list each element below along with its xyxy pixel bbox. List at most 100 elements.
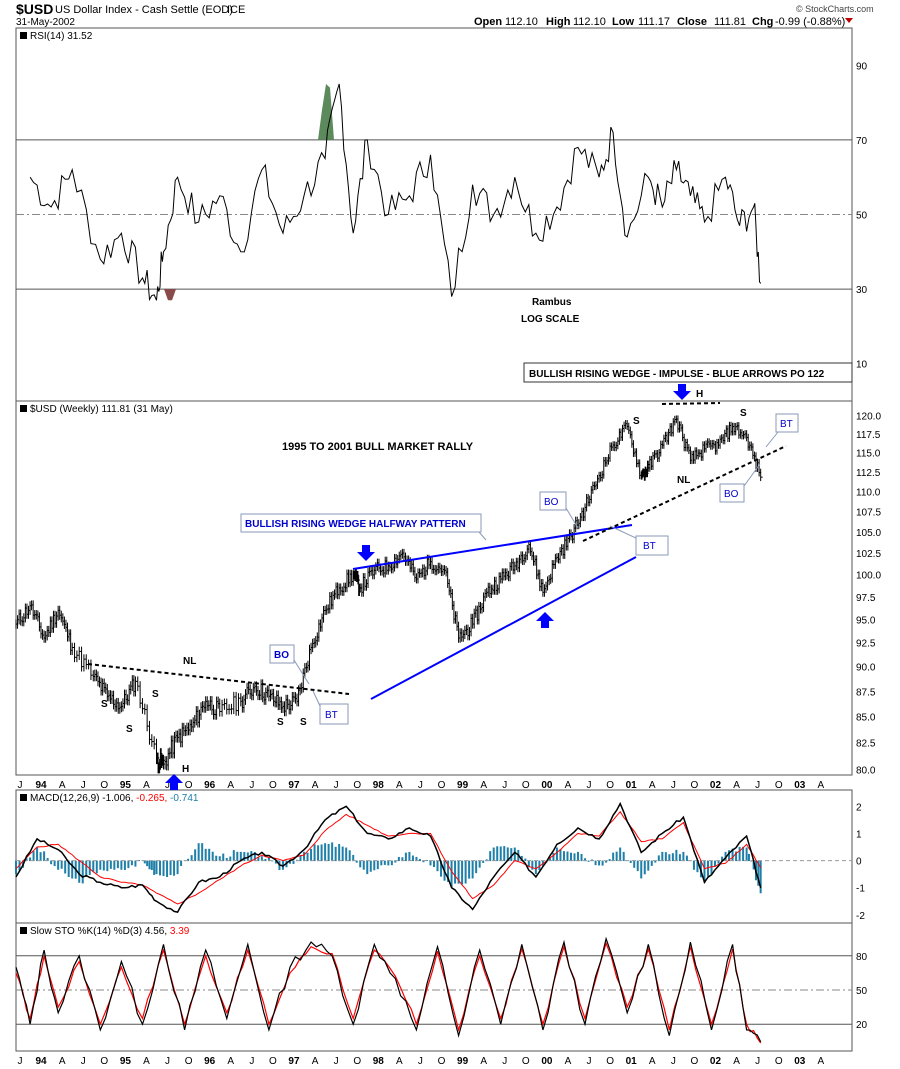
bt-callout-1997 bbox=[319, 703, 349, 725]
macd-hist-bar bbox=[422, 860, 425, 863]
macd-hist-bar bbox=[274, 860, 277, 864]
macd-hist-bar bbox=[43, 851, 46, 862]
macd-hist-bar bbox=[271, 860, 274, 862]
macd-hist-bar bbox=[573, 853, 576, 862]
price-y-tick-105: 105.0 bbox=[856, 528, 881, 539]
arrow-down-icon bbox=[357, 545, 375, 561]
macd-hist-bar bbox=[173, 860, 176, 876]
price-y-axis: 80.0 82.5 85.0 87.5 90.0 92.5 95.0 97.5 100.0 102… bbox=[856, 411, 881, 776]
low-label: Low bbox=[612, 16, 634, 28]
macd-hist-bar bbox=[731, 848, 734, 862]
macd-hist-bar bbox=[664, 852, 667, 862]
price-x-tick: A bbox=[565, 780, 572, 791]
macd-hist-bar bbox=[113, 860, 116, 870]
sto-legend-d: 3.39 bbox=[170, 926, 190, 937]
macd-hist-bar bbox=[394, 860, 397, 863]
price-x-tick: 99 bbox=[457, 780, 469, 791]
macd-hist-bar bbox=[548, 857, 551, 862]
bo-label-2000: BO bbox=[544, 497, 559, 508]
symbol-label: $USD bbox=[16, 1, 53, 17]
sto-y-axis: 80 50 20 bbox=[856, 952, 868, 1031]
price-panel: 80.0 82.5 85.0 87.5 90.0 92.5 95.0 97.5 100.0 102… bbox=[15, 362, 881, 791]
wedge-upper-trendline bbox=[352, 524, 633, 570]
macd-hist-bar bbox=[415, 856, 418, 862]
macd-hist-bar bbox=[50, 860, 53, 865]
macd-hist-bar bbox=[39, 852, 42, 862]
macd-hist-bar bbox=[366, 860, 369, 875]
sto-x-tick: 95 bbox=[120, 1056, 132, 1067]
sto-y-tick-80: 80 bbox=[856, 952, 868, 963]
macd-hist-bar bbox=[109, 860, 112, 869]
macd-hist-bar bbox=[376, 860, 379, 870]
change-label: Chg bbox=[752, 16, 773, 28]
macd-hist-bar bbox=[53, 860, 56, 867]
price-y-tick-85: 85.0 bbox=[856, 713, 876, 724]
macd-hist-bar bbox=[580, 853, 583, 862]
macd-hist-bar bbox=[450, 860, 453, 888]
macd-hist-bar bbox=[239, 851, 242, 862]
copyright-label: © StockCharts.com bbox=[796, 4, 874, 14]
bo-callout-2000-pointer bbox=[565, 507, 579, 529]
macd-y-tick-1: 1 bbox=[856, 829, 862, 840]
price-bars bbox=[15, 415, 763, 774]
macd-hist-bar bbox=[208, 848, 211, 862]
macd-hist-bar bbox=[534, 860, 537, 875]
sto-x-tick: J bbox=[587, 1056, 592, 1067]
macd-hist-bar bbox=[661, 851, 664, 862]
sto-x-tick: J bbox=[671, 1056, 676, 1067]
date-label: 31-May-2002 bbox=[16, 17, 75, 28]
macd-hist-bar bbox=[146, 860, 149, 867]
macd-hist-bar bbox=[747, 853, 750, 862]
rsi-y-tick-30: 30 bbox=[856, 285, 868, 296]
sto-d-line bbox=[15, 941, 762, 1044]
macd-hist-bar bbox=[728, 850, 731, 862]
price-x-tick: 03 bbox=[794, 780, 806, 791]
macd-hist-bar bbox=[102, 860, 105, 871]
price-y-tick-102.5: 102.5 bbox=[856, 549, 881, 560]
macd-hist-bar bbox=[162, 860, 165, 877]
macd-hist-bar bbox=[461, 860, 464, 885]
macd-hist-bar bbox=[692, 860, 695, 870]
macd-hist-bar bbox=[359, 860, 362, 868]
macd-hist-bar bbox=[229, 856, 232, 862]
macd-hist-bar bbox=[320, 844, 323, 862]
macd-hist-bar bbox=[706, 860, 709, 877]
sto-x-tick: 02 bbox=[710, 1056, 722, 1067]
macd-hist-bar bbox=[15, 860, 17, 875]
macd-hist-bar bbox=[380, 860, 383, 866]
macd-hist-bar bbox=[615, 851, 618, 862]
macd-hist-bar bbox=[425, 860, 428, 862]
sto-x-tick: J bbox=[334, 1056, 339, 1067]
wedge-impulse-label: BULLISH RISING WEDGE - IMPULSE - BLUE AR… bbox=[529, 369, 825, 380]
sto-x-tick: A bbox=[818, 1056, 825, 1067]
macd-hist-bar bbox=[324, 843, 327, 862]
macd-hist-bar bbox=[352, 854, 355, 862]
price-x-tick: J bbox=[755, 780, 760, 791]
rsi-oversold-fill bbox=[164, 289, 176, 301]
macd-hist-bar bbox=[478, 860, 481, 868]
rsi-panel: 90 70 50 30 10 RSI(14) 31.52 Rambus LOG SCAL… bbox=[16, 31, 868, 371]
macd-hist-bar bbox=[345, 847, 348, 862]
price-x-tick: J bbox=[334, 780, 339, 791]
sto-x-tick: A bbox=[396, 1056, 403, 1067]
sto-x-tick: O bbox=[691, 1056, 699, 1067]
bt-label-2002: BT bbox=[780, 419, 793, 430]
macd-hist-bar bbox=[46, 858, 49, 862]
sto-x-tick: 97 bbox=[288, 1056, 300, 1067]
macd-hist-bar bbox=[640, 860, 643, 879]
macd-hist-bar bbox=[401, 857, 404, 862]
macd-hist-bar bbox=[194, 849, 197, 862]
rsi-y-tick-50: 50 bbox=[856, 211, 868, 222]
macd-hist-bar bbox=[253, 852, 256, 862]
macd-hist-bar bbox=[696, 860, 699, 873]
wedge-impulse-box bbox=[523, 362, 853, 383]
macd-hist-bar bbox=[313, 844, 316, 862]
price-y-tick-95: 95.0 bbox=[856, 615, 876, 626]
macd-hist-bar bbox=[411, 855, 414, 862]
macd-hist-bar bbox=[714, 860, 717, 867]
price-y-tick-110: 110.0 bbox=[856, 487, 881, 498]
head-top-line bbox=[661, 402, 721, 405]
macd-hist-bar bbox=[176, 860, 179, 875]
price-y-tick-90: 90.0 bbox=[856, 663, 876, 674]
